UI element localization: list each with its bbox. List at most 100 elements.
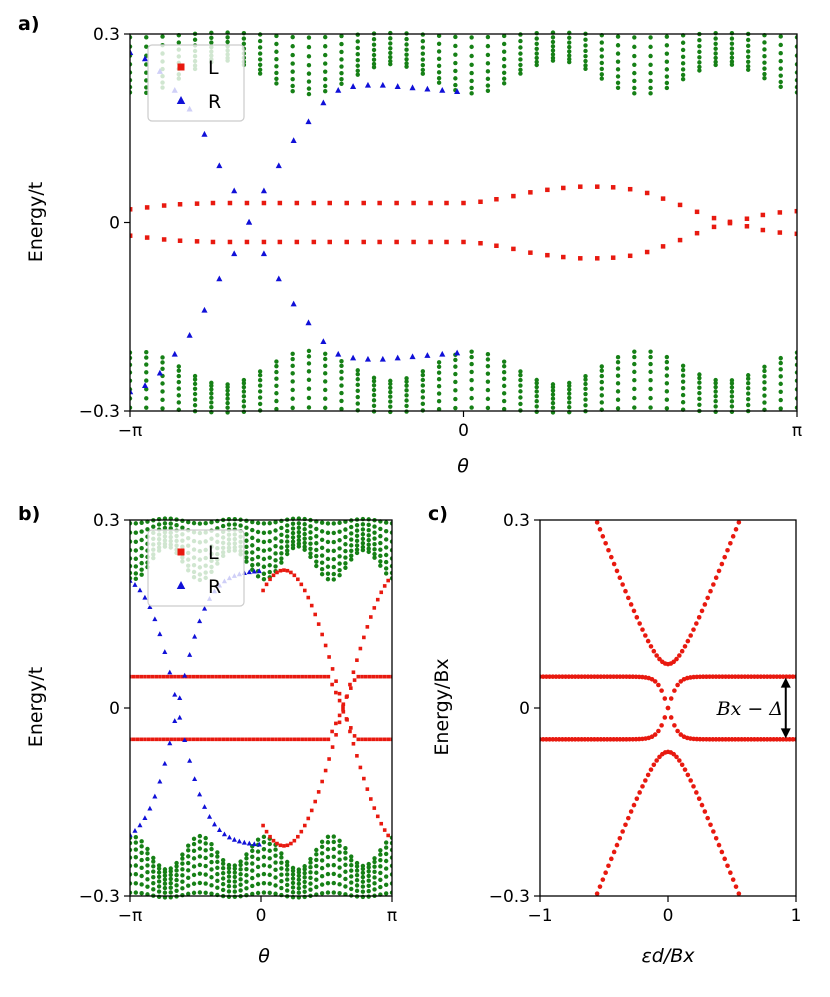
panel-b-L-point [274, 674, 278, 679]
panel-a-continuum-point [534, 380, 539, 386]
panel-a-L-point [511, 246, 516, 252]
panel-a-continuum-point [306, 405, 312, 410]
panel-b-R-point [137, 822, 143, 828]
panel-b-continuum-point [238, 877, 243, 882]
panel-c-level-point [699, 608, 705, 614]
panel-b-continuum-point [360, 516, 366, 522]
panel-b-continuum-point [360, 544, 366, 550]
panel-b-continuum-point [343, 846, 348, 851]
panel-a-continuum-point [648, 395, 653, 401]
panel-b-continuum-point [372, 856, 377, 861]
panel-b-continuum-point [226, 865, 232, 871]
panel-b-L-point [161, 737, 166, 742]
panel-a-continuum-point [615, 80, 621, 86]
panel-c-level-point [572, 737, 578, 742]
panel-a-R-point [394, 354, 401, 361]
panel-a-continuum-point [339, 398, 344, 404]
panel-b-continuum-point [284, 523, 290, 528]
panel-b-continuum-point [139, 882, 144, 887]
panel-b-continuum-point [220, 865, 226, 871]
panel-c-level-point [652, 679, 658, 684]
panel-b-continuum-point [354, 883, 360, 888]
panel-a-continuum-point [550, 405, 556, 410]
panel-b-continuum-point [250, 868, 255, 873]
panel-a-L-point [711, 224, 717, 230]
panel-c-level-point [603, 870, 608, 875]
panel-a-continuum-point [632, 70, 637, 76]
panel-b-continuum-point [284, 859, 290, 865]
panel-b-continuum-point [133, 548, 139, 553]
panel-b-L-point [327, 655, 331, 659]
panel-b-R-point [246, 569, 252, 575]
panel-a-continuum-point [778, 79, 783, 85]
panel-a-continuum-point [485, 396, 491, 402]
panel-b-continuum-point [383, 840, 389, 845]
panel-a-continuum-point [290, 34, 295, 40]
panel-b-L-point [352, 734, 357, 738]
panel-a-continuum-point [420, 372, 426, 378]
panel-a-continuum-point [518, 369, 523, 374]
panel-b-L-point [334, 721, 338, 726]
panel-b-continuum-point [331, 862, 336, 868]
panel-a-continuum-point [306, 361, 312, 366]
panel-b-continuum-point [273, 860, 278, 865]
panel-b-continuum-point [383, 520, 389, 525]
panel-b-continuum-point [314, 857, 319, 863]
panel-b-L-point [281, 737, 286, 742]
panel-c-level-point [614, 674, 620, 679]
panel-a-continuum-point [192, 403, 198, 408]
panel-a-continuum-point [388, 36, 393, 41]
panel-a-R-point [364, 81, 372, 88]
panel-b-continuum-point [366, 537, 371, 543]
panel-c-level-point [777, 737, 783, 742]
panel-b-continuum-point [209, 520, 214, 525]
panel-a-continuum-point [632, 386, 637, 392]
panel-b-continuum-point [302, 879, 307, 885]
panel-b-L-point [165, 737, 170, 742]
panel-b-continuum-point [378, 864, 383, 869]
panel-b-continuum-point [186, 848, 191, 853]
panel-b-R-point [197, 791, 203, 797]
panel-c-level-point [682, 644, 688, 649]
panel-b-L-point [319, 674, 323, 679]
panel-a-continuum-point [192, 37, 198, 42]
panel-b-continuum-point [209, 883, 214, 888]
panel-a-continuum-point [436, 56, 442, 61]
panel-b-continuum-point [232, 866, 238, 871]
panel-b-continuum-point [325, 530, 331, 536]
panel-b-L-point [236, 737, 241, 742]
panel-b-continuum-point [168, 890, 173, 895]
panel-b-continuum-point [302, 889, 307, 894]
panel-a-continuum-point [518, 383, 523, 388]
panel-b-continuum-point [314, 847, 319, 853]
panel-a-L-point [327, 239, 332, 245]
panel-a-L-point [528, 250, 533, 255]
panel-c-level-point [585, 674, 591, 679]
panel-b-continuum-point [349, 858, 354, 863]
panel-c-level-point [674, 754, 679, 760]
panel-b-continuum-point [290, 526, 296, 531]
panel-a-continuum-point [550, 35, 556, 40]
panel-b-continuum-point [378, 848, 383, 853]
panel-b-continuum-point [244, 861, 249, 866]
panel-b-L-point [322, 737, 327, 742]
panel-b-continuum-point [180, 861, 185, 866]
panel-a-continuum-point [436, 49, 442, 54]
panel-c-level-point [787, 737, 792, 742]
panel-a-continuum-point [485, 88, 491, 93]
panel-b-continuum-point [162, 877, 168, 882]
panel-b-L-point [199, 674, 203, 679]
panel-b-continuum-point [244, 852, 249, 857]
panel-b-L-point [264, 582, 269, 587]
panel-b-L-point [154, 674, 159, 679]
panel-c-ytick-label: 0 [519, 699, 530, 719]
panel-a-continuum-point [241, 389, 247, 394]
panel-c-level-point [595, 737, 600, 742]
panel-a-continuum-point [550, 44, 556, 49]
panel-a-continuum-point [778, 58, 783, 64]
panel-b-continuum-point [383, 874, 389, 879]
panel-a-R-point [290, 137, 297, 143]
panel-a-L-point [344, 239, 349, 245]
panel-c-level-point [547, 674, 552, 679]
panel-b-continuum-point [372, 530, 377, 535]
